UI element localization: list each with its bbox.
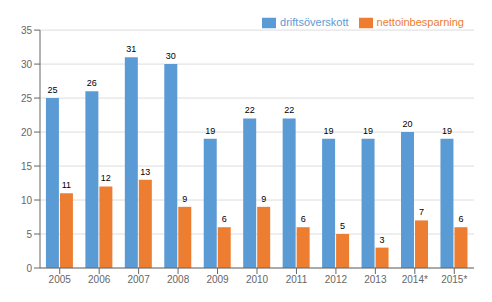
svg-text:2013: 2013 [364,274,387,285]
svg-text:2015*: 2015* [441,274,467,285]
svg-text:19: 19 [363,126,373,136]
svg-text:2010: 2010 [246,274,269,285]
svg-text:6: 6 [301,214,306,224]
html-text:driftsöverskott: driftsöverskott [280,16,349,28]
svg-text:15: 15 [21,161,33,172]
svg-text:7: 7 [419,207,424,217]
html-text:nettoinbesparning: nettoinbesparning [376,16,464,28]
svg-text:20: 20 [403,119,413,129]
svg-text:22: 22 [245,105,255,115]
svg-text:5: 5 [26,229,32,240]
svg-text:2005: 2005 [49,274,72,285]
svg-text:31: 31 [126,44,136,54]
svg-text:6: 6 [222,214,227,224]
svg-text:2007: 2007 [128,274,151,285]
svg-text:11: 11 [62,180,71,190]
svg-text:35: 35 [21,25,33,36]
svg-text:10: 10 [21,195,33,206]
svg-text:13: 13 [140,167,150,177]
svg-text:12: 12 [101,173,111,183]
svg-text:6: 6 [458,214,463,224]
svg-text:9: 9 [261,194,266,204]
svg-text:30: 30 [166,51,176,61]
svg-text:3: 3 [380,235,385,245]
svg-text:2011: 2011 [286,274,308,285]
svg-text:9: 9 [182,194,187,204]
svg-text:19: 19 [205,126,215,136]
svg-text:2009: 2009 [206,274,229,285]
svg-text:5: 5 [340,221,345,231]
svg-text:19: 19 [442,126,452,136]
svg-text:25: 25 [21,93,33,104]
svg-text:2012: 2012 [325,274,348,285]
svg-text:2008: 2008 [167,274,190,285]
svg-text:2014*: 2014* [402,274,428,285]
svg-text:19: 19 [324,126,334,136]
svg-text:26: 26 [87,78,97,88]
svg-text:22: 22 [284,105,294,115]
svg-text:30: 30 [21,59,33,70]
svg-text:25: 25 [47,85,57,95]
svg-text:2006: 2006 [88,274,111,285]
svg-text:20: 20 [21,127,33,138]
svg-text:0: 0 [26,263,32,274]
